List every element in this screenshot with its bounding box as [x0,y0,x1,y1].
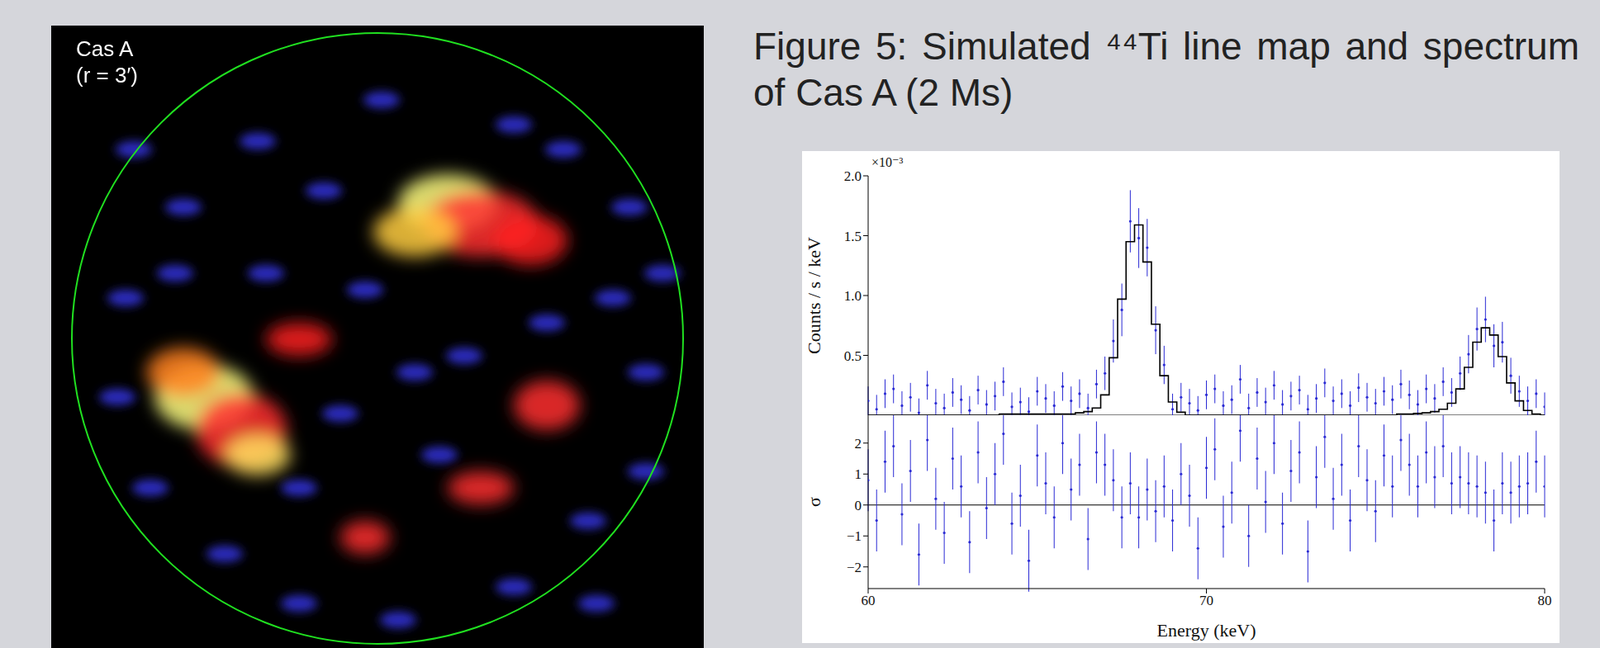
svg-text:70: 70 [1199,593,1214,609]
svg-text:Energy (keV): Energy (keV) [1157,620,1257,641]
svg-text:80: 80 [1538,593,1553,609]
svg-text:2: 2 [854,436,863,452]
html-text:Cas A: Cas A [75,36,134,62]
html-text:(r = 3′): (r = 3′) [75,62,138,88]
svg-text:0: 0 [854,498,863,514]
svg-text:0.5: 0.5 [844,348,862,365]
html-text:Figure 5: Simulated ⁴⁴Ti line: Figure 5: Simulated ⁴⁴Ti line map and sp… [753,24,1580,114]
svg-text:σ: σ [803,497,825,508]
svg-text:60: 60 [861,593,876,609]
svg-text:−1: −1 [846,528,862,545]
svg-text:Counts / s / keV: Counts / s / keV [803,237,825,355]
svg-text:1.5: 1.5 [844,228,862,245]
svg-text:−2: −2 [846,560,862,576]
svg-text:1.0: 1.0 [844,288,862,304]
html-text:×10⁻³: ×10⁻³ [871,155,904,170]
svg-text:2.0: 2.0 [844,168,862,185]
svg-text:1: 1 [854,466,863,483]
